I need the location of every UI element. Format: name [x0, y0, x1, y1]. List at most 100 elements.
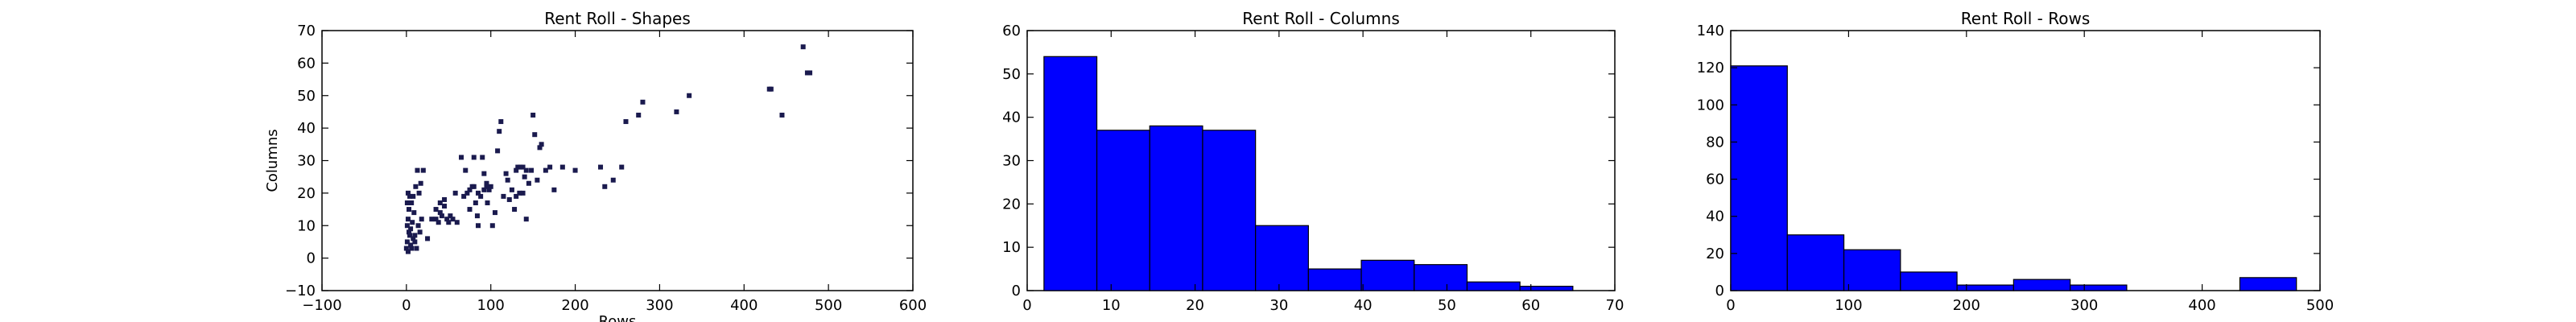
chart1-point-105 [481, 187, 487, 192]
chart1-xtick-label-6: 500 [815, 297, 842, 314]
chart1-point-67 [505, 177, 510, 183]
chart3-bar-3 [1900, 271, 1958, 291]
chart1-point-35 [439, 213, 444, 219]
chart1-point-73 [518, 164, 523, 170]
chart1-point-85 [547, 164, 553, 170]
chart2-bar-7 [1414, 264, 1468, 291]
chart3-ytick-label-6: 120 [1697, 60, 1724, 76]
chart1-point-74 [520, 190, 526, 196]
chart1-xtick-label-7: 600 [899, 297, 927, 314]
chart2-bar-1 [1096, 130, 1150, 291]
chart1-ytick-label-5: 40 [297, 120, 316, 137]
chart1-point-28 [411, 236, 416, 242]
chart1-point-63 [497, 129, 502, 134]
chart3-xtick-label-4: 400 [2188, 297, 2215, 314]
chart3-bar-6 [2070, 284, 2128, 291]
chart2-ytick-label-0: 0 [1012, 283, 1021, 299]
chart1-xtick-label-0: −100 [302, 297, 341, 314]
chart3-bar-2 [1843, 249, 1901, 291]
chart2-ytick-label-6: 60 [1002, 23, 1021, 39]
chart1-point-110 [461, 193, 467, 199]
chart2-xtick-label-5: 50 [1438, 297, 1456, 314]
chart2-ytick-label-2: 20 [1002, 196, 1021, 213]
chart1-point-31 [429, 217, 435, 222]
chart1-xtick-label-4: 300 [646, 297, 673, 314]
chart2-bar-6 [1360, 259, 1415, 291]
chart1-point-101 [800, 44, 806, 50]
chart3-xtick-label-3: 300 [2070, 297, 2098, 314]
chart1-point-15 [414, 246, 419, 251]
chart1-xtick-label-1: 0 [402, 297, 411, 314]
chart1-title: Rent Roll - Shapes [544, 9, 691, 28]
chart1-point-103 [807, 70, 813, 76]
chart1-point-41 [452, 190, 458, 196]
chart2-xtick-label-2: 20 [1186, 297, 1204, 314]
chart1-ytick-label-1: 0 [307, 250, 316, 267]
chart1-point-70 [512, 207, 518, 213]
chart3-ytick-label-2: 40 [1706, 208, 1724, 225]
chart1-point-22 [419, 217, 424, 222]
chart1-ytick-label-0: −10 [285, 283, 316, 299]
chart3-bar-1 [1786, 234, 1845, 291]
chart1-ytick-label-7: 60 [297, 55, 316, 72]
chart3-bar-5 [2013, 279, 2071, 291]
chart3-ytick-label-5: 100 [1697, 97, 1724, 114]
chart1-point-93 [623, 119, 629, 125]
chart2-bar-2 [1149, 125, 1203, 291]
chart1-ytick-label-2: 10 [297, 217, 316, 234]
chart2-xtick-label-6: 60 [1521, 297, 1540, 314]
chart2-xtick-label-1: 10 [1102, 297, 1121, 314]
chart1-point-19 [416, 190, 422, 196]
chart1-point-79 [530, 112, 536, 118]
chart1-ytick-label-6: 50 [297, 88, 316, 105]
chart1-point-1 [404, 239, 410, 245]
chart1-point-11 [411, 193, 416, 199]
chart1-point-113 [520, 164, 526, 170]
chart2-bar-9 [1519, 286, 1574, 291]
chart1-point-37 [444, 217, 450, 222]
chart1-point-75 [522, 174, 527, 180]
chart1-point-17 [413, 184, 419, 189]
chart1-point-46 [459, 155, 464, 160]
chart1-point-68 [506, 196, 512, 202]
chart1-point-0 [403, 246, 409, 251]
chart1-point-24 [417, 229, 423, 235]
chart1-xlabel: Rows [599, 313, 637, 322]
chart1-point-51 [473, 200, 478, 205]
chart2-title: Rent Roll - Columns [1242, 9, 1399, 28]
chart2-ytick-label-4: 40 [1002, 109, 1021, 126]
chart2-bar-8 [1466, 281, 1521, 291]
chart2-bar-5 [1307, 268, 1362, 291]
chart1-point-95 [640, 99, 646, 105]
chart1-point-21 [415, 223, 421, 229]
chart1-point-10 [405, 190, 411, 196]
chart1-point-4 [404, 223, 410, 229]
chart1-point-42 [454, 220, 460, 225]
chart1-point-34 [437, 200, 443, 205]
chart1-point-54 [478, 193, 484, 199]
chart1-point-25 [404, 200, 410, 205]
chart1-point-65 [501, 193, 506, 199]
chart1-point-12 [408, 226, 414, 232]
chart3-ytick-label-4: 80 [1706, 134, 1724, 151]
chart1-point-81 [535, 177, 540, 183]
chart2-xtick-label-7: 70 [1606, 297, 1624, 314]
chart1-point-72 [515, 164, 521, 170]
chart1-point-9 [409, 200, 415, 205]
chart1-point-82 [537, 145, 543, 151]
chart1-point-57 [484, 184, 489, 189]
chart1-point-111 [514, 193, 519, 199]
chart1-point-80 [532, 132, 538, 138]
chart1-point-94 [636, 112, 642, 118]
chart2-ytick-label-1: 10 [1002, 239, 1021, 256]
chart1-ytick-label-8: 70 [297, 23, 316, 39]
chart1-point-58 [486, 187, 492, 192]
chart2-ytick-label-5: 50 [1002, 66, 1021, 83]
chart1-ylabel: Columns [264, 129, 281, 192]
chart1-point-109 [464, 190, 470, 196]
chart1-point-97 [687, 93, 692, 98]
chart1-xtick-label-2: 100 [477, 297, 505, 314]
chart1-point-115 [485, 200, 490, 205]
chart1-point-104 [484, 180, 489, 186]
